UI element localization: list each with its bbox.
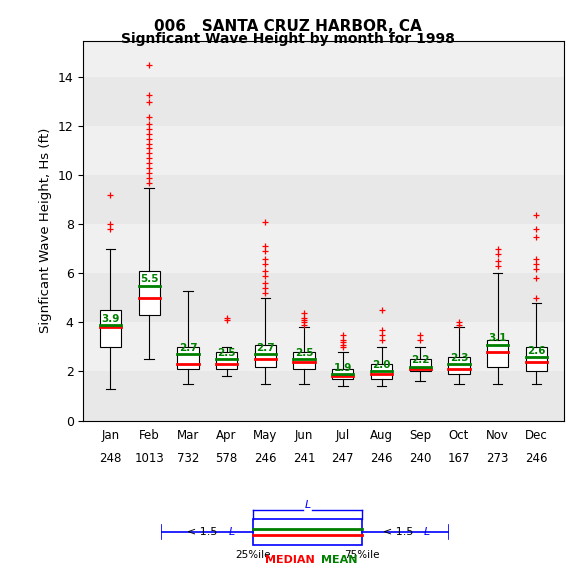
- Text: 2.7: 2.7: [179, 343, 197, 353]
- Text: Jan: Jan: [101, 429, 120, 442]
- Text: 273: 273: [486, 452, 509, 465]
- Text: 578: 578: [216, 452, 238, 465]
- Bar: [83, 126, 564, 175]
- Text: Jul: Jul: [336, 429, 350, 442]
- Bar: [409, 359, 431, 371]
- Bar: [177, 347, 198, 369]
- Text: 25%ile: 25%ile: [235, 550, 271, 560]
- Bar: [83, 322, 564, 371]
- Text: Dec: Dec: [525, 429, 548, 442]
- Text: 5.5: 5.5: [140, 274, 159, 284]
- Bar: [216, 352, 237, 369]
- Bar: [487, 340, 508, 367]
- Text: MEDIAN: MEDIAN: [266, 556, 315, 566]
- Text: Aug: Aug: [370, 429, 393, 442]
- Bar: [83, 28, 564, 77]
- Text: Oct: Oct: [448, 429, 469, 442]
- Text: L: L: [305, 501, 310, 510]
- Text: < 1.5: < 1.5: [383, 527, 416, 537]
- Text: 2.5: 2.5: [295, 348, 313, 358]
- Bar: [332, 369, 354, 379]
- Y-axis label: Signficant Wave Height, Hs (ft): Signficant Wave Height, Hs (ft): [39, 128, 52, 334]
- Text: MEAN: MEAN: [321, 556, 358, 566]
- Bar: [83, 371, 564, 420]
- Bar: [253, 519, 362, 545]
- Text: 3.1: 3.1: [489, 334, 507, 343]
- Text: 246: 246: [254, 452, 277, 465]
- Bar: [139, 271, 160, 315]
- Text: 247: 247: [332, 452, 354, 465]
- Bar: [448, 357, 470, 374]
- Text: 240: 240: [409, 452, 431, 465]
- Bar: [371, 364, 392, 379]
- Text: 006   SANTA CRUZ HARBOR, CA: 006 SANTA CRUZ HARBOR, CA: [154, 19, 421, 34]
- Text: 246: 246: [370, 452, 393, 465]
- Text: Signficant Wave Height by month for 1998: Signficant Wave Height by month for 1998: [121, 32, 454, 46]
- Text: 732: 732: [177, 452, 199, 465]
- Text: 75%ile: 75%ile: [344, 550, 380, 560]
- Text: Mar: Mar: [177, 429, 199, 442]
- Text: L: L: [424, 527, 430, 537]
- Text: 2.5: 2.5: [217, 348, 236, 358]
- Bar: [526, 347, 547, 371]
- Text: Feb: Feb: [139, 429, 160, 442]
- Text: Nov: Nov: [486, 429, 509, 442]
- Bar: [83, 77, 564, 126]
- Text: < 1.5: < 1.5: [187, 527, 221, 537]
- Text: Jun: Jun: [295, 429, 313, 442]
- Text: L: L: [229, 527, 235, 537]
- Bar: [293, 352, 315, 369]
- Text: 2.7: 2.7: [256, 343, 275, 353]
- Text: Apr: Apr: [216, 429, 237, 442]
- Bar: [255, 345, 276, 367]
- Text: 2.0: 2.0: [373, 360, 391, 370]
- Text: 241: 241: [293, 452, 315, 465]
- Bar: [100, 310, 121, 347]
- Bar: [83, 273, 564, 322]
- Text: May: May: [253, 429, 278, 442]
- Text: 1.9: 1.9: [334, 362, 352, 373]
- Text: 1013: 1013: [135, 452, 164, 465]
- Bar: [83, 224, 564, 273]
- Text: 248: 248: [99, 452, 122, 465]
- Text: 2.2: 2.2: [411, 356, 430, 365]
- Text: 246: 246: [525, 452, 547, 465]
- Text: 2.6: 2.6: [527, 346, 546, 356]
- Bar: [83, 175, 564, 224]
- Text: 2.3: 2.3: [450, 353, 469, 363]
- Text: 3.9: 3.9: [101, 314, 120, 324]
- Text: 167: 167: [448, 452, 470, 465]
- Text: Sep: Sep: [409, 429, 431, 442]
